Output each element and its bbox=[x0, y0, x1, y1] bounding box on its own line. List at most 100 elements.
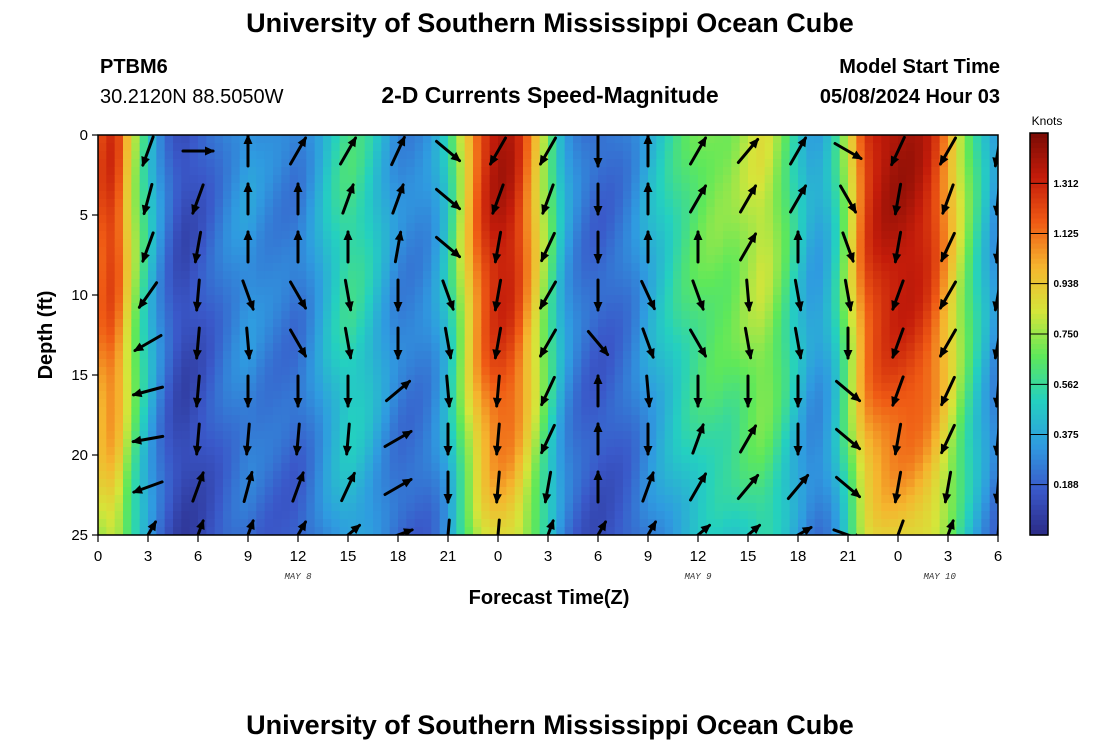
heatmap-cell bbox=[164, 479, 174, 488]
heatmap-cell bbox=[698, 351, 707, 360]
heatmap-cell bbox=[189, 199, 199, 208]
heatmap-cell bbox=[506, 495, 516, 504]
heatmap-cell bbox=[98, 327, 107, 336]
heatmap-cell bbox=[914, 215, 924, 224]
heatmap-cell bbox=[131, 495, 141, 504]
heatmap-cell bbox=[181, 375, 191, 384]
heatmap-cell bbox=[656, 143, 666, 152]
heatmap-cell bbox=[164, 327, 174, 336]
heatmap-cell bbox=[489, 295, 499, 304]
heatmap-cell bbox=[381, 215, 391, 224]
heatmap-cell bbox=[573, 319, 582, 328]
heatmap-cell bbox=[781, 279, 791, 288]
heatmap-cell bbox=[673, 495, 682, 504]
heatmap-cell bbox=[323, 415, 332, 424]
heatmap-cell bbox=[298, 295, 307, 304]
heatmap-cell bbox=[606, 279, 616, 288]
heatmap-cell bbox=[531, 239, 541, 248]
heatmap-cell bbox=[314, 255, 324, 264]
heatmap-cell bbox=[173, 271, 182, 280]
heatmap-cell bbox=[823, 239, 832, 248]
heatmap-cell bbox=[606, 367, 616, 376]
heatmap-cell bbox=[823, 183, 832, 192]
heatmap-cell bbox=[606, 183, 616, 192]
heatmap-cell bbox=[606, 327, 616, 336]
heatmap-cell bbox=[914, 335, 924, 344]
heatmap-cell bbox=[214, 359, 224, 368]
heatmap-cell bbox=[456, 191, 466, 200]
heatmap-cell bbox=[198, 239, 207, 248]
heatmap-cell bbox=[581, 215, 591, 224]
heatmap-cell bbox=[331, 135, 341, 144]
heatmap-cell bbox=[239, 231, 249, 240]
heatmap-cell bbox=[748, 375, 757, 384]
heatmap-cell bbox=[406, 247, 416, 256]
heatmap-cell bbox=[131, 183, 141, 192]
heatmap-cell bbox=[298, 263, 307, 272]
heatmap-cell bbox=[556, 503, 566, 512]
heatmap-cell bbox=[548, 159, 557, 168]
heatmap-cell bbox=[498, 231, 507, 240]
heatmap-cell bbox=[448, 495, 457, 504]
heatmap-cell bbox=[573, 223, 582, 232]
heatmap-cell bbox=[398, 247, 407, 256]
heatmap-cell bbox=[156, 407, 166, 416]
heatmap-cell bbox=[314, 319, 324, 328]
heatmap-cell bbox=[598, 271, 607, 280]
heatmap-cell bbox=[581, 247, 591, 256]
heatmap-cell bbox=[523, 415, 532, 424]
heatmap-cell bbox=[348, 191, 357, 200]
heatmap-cell bbox=[656, 431, 666, 440]
heatmap-cell bbox=[914, 503, 924, 512]
heatmap-cell bbox=[573, 231, 582, 240]
heatmap-cell bbox=[864, 527, 874, 535]
heatmap-cell bbox=[589, 503, 599, 512]
heatmap-cell bbox=[464, 263, 474, 272]
heatmap-cell bbox=[706, 447, 716, 456]
heatmap-cell bbox=[306, 375, 316, 384]
heatmap-cell bbox=[848, 247, 857, 256]
heatmap-cell bbox=[323, 455, 332, 464]
heatmap-cell bbox=[898, 311, 907, 320]
heatmap-cell bbox=[306, 383, 316, 392]
heatmap-cell bbox=[856, 255, 866, 264]
heatmap-cell bbox=[689, 407, 699, 416]
heatmap-cell bbox=[289, 303, 299, 312]
heatmap-cell bbox=[373, 527, 382, 535]
heatmap-cell bbox=[864, 263, 874, 272]
heatmap-cell bbox=[164, 191, 174, 200]
heatmap-cell bbox=[823, 279, 832, 288]
heatmap-cell bbox=[814, 207, 824, 216]
heatmap-cell bbox=[456, 263, 466, 272]
heatmap-cell bbox=[914, 359, 924, 368]
heatmap-cell bbox=[339, 135, 349, 144]
heatmap-cell bbox=[298, 495, 307, 504]
heatmap-cell bbox=[639, 487, 649, 496]
heatmap-cell bbox=[273, 199, 282, 208]
heatmap-cell bbox=[548, 207, 557, 216]
heatmap-cell bbox=[889, 391, 899, 400]
heatmap-cell bbox=[348, 223, 357, 232]
heatmap-cell bbox=[764, 231, 774, 240]
heatmap-cell bbox=[214, 423, 224, 432]
heatmap-cell bbox=[114, 511, 124, 520]
heatmap-cell bbox=[431, 375, 441, 384]
heatmap-cell bbox=[406, 447, 416, 456]
heatmap-cell bbox=[98, 487, 107, 496]
heatmap-cell bbox=[623, 423, 632, 432]
heatmap-cell bbox=[198, 151, 207, 160]
heatmap-cell bbox=[514, 503, 524, 512]
heatmap-cell bbox=[98, 375, 107, 384]
heatmap-cell bbox=[373, 343, 382, 352]
heatmap-cell bbox=[839, 271, 849, 280]
heatmap-cell bbox=[723, 415, 732, 424]
heatmap-cell bbox=[789, 239, 799, 248]
heatmap-cell bbox=[348, 367, 357, 376]
heatmap-cell bbox=[781, 135, 791, 144]
heatmap-cell bbox=[781, 231, 791, 240]
heatmap-cell bbox=[781, 479, 791, 488]
heatmap-cell bbox=[448, 351, 457, 360]
heatmap-cell bbox=[439, 407, 449, 416]
heatmap-cell bbox=[848, 215, 857, 224]
heatmap-cell bbox=[298, 175, 307, 184]
